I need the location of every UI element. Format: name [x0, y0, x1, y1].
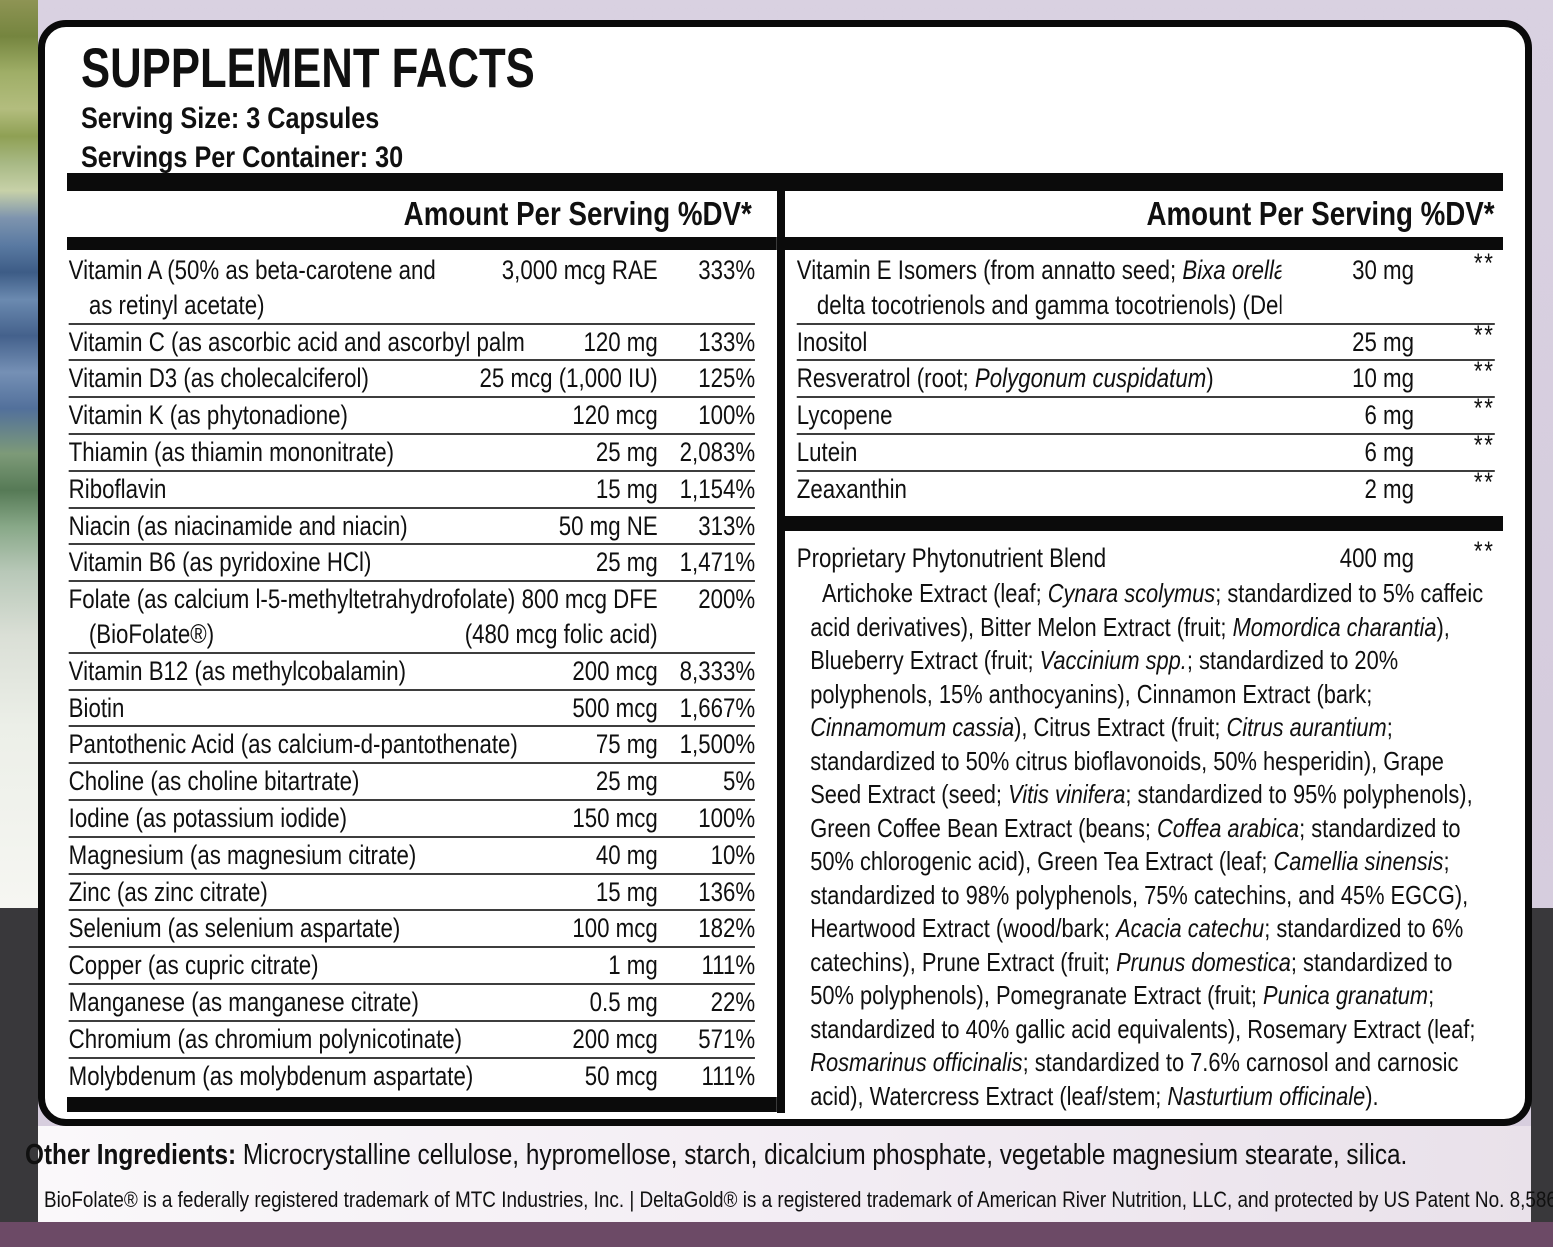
amount-per-serving-header-right: Amount Per Serving %DV* [1146, 195, 1495, 232]
right-nutrient-table: Vitamin E Isomers (from annatto seed; Bi… [785, 248, 1503, 507]
page-title: SUPPLEMENT FACTS [81, 36, 535, 99]
table-row: Vitamin D3 (as cholecalciferol) 25 mcg (1… [68, 361, 756, 399]
table-row: Vitamin C (as ascorbic acid and ascorbyl… [68, 325, 756, 362]
column-header-bar-right [785, 237, 1503, 250]
bottom-purple-bar [0, 1222, 1553, 1247]
serving-size: Serving Size: 3 Capsules [81, 102, 380, 135]
other-ingredients-line: Other Ingredients: Microcrystalline cell… [25, 1136, 1531, 1174]
table-row: Inositol 25 mg ** [796, 320, 1495, 362]
table-row: Selenium (as selenium aspartate) 100 mcg 1… [68, 911, 756, 949]
table-row: Zinc (as zinc citrate) 15 mg 136% [68, 875, 756, 912]
table-row: Copper (as cupric citrate) 1 mg 111% [68, 948, 756, 985]
blend-top-bar [785, 515, 1503, 531]
table-row: Choline (as choline bitartrate) 25 mg 5% [68, 764, 756, 801]
proprietary-blend-row: Proprietary Phytonutrient Blend 400 mg *… [785, 536, 1503, 576]
table-row: Thiamin (as thiamin mononitrate) 25 mg 2,0… [68, 435, 756, 472]
left-column-end-bar [67, 1097, 777, 1113]
table-row: Vitamin E Isomers (from annatto seed; Bi… [796, 248, 1495, 325]
blend-description: Artichoke Extract (leaf; Cynara scolymus… [810, 578, 1484, 1111]
table-row: Iodine (as potassium iodide) 150 mcg 100% [68, 801, 756, 838]
table-row: Vitamin B12 (as methylcobalamin) 200 mcg 8… [68, 654, 756, 691]
table-row: Riboflavin 15 mg 1,154% [68, 472, 756, 509]
table-row: Biotin 500 mcg 1,667% [68, 691, 756, 728]
table-row: Vitamin A (50% as beta-carotene and 3,000… [68, 253, 756, 325]
table-row: Chromium (as chromium polynicotinate) 200… [68, 1022, 756, 1059]
trademark-note: BioFolate® is a federally registered tra… [44, 1187, 1553, 1212]
header-divider-bar [67, 173, 1503, 191]
amount-per-serving-header-left: Amount Per Serving %DV* [403, 195, 752, 232]
table-row: Lycopene 6 mg ** [796, 393, 1495, 435]
table-row: Magnesium (as magnesium citrate) 40 mg 10% [68, 838, 756, 875]
other-ingredients-label: Other Ingredients: [25, 1139, 237, 1171]
table-row: Manganese (as manganese citrate) 0.5 mg 22… [68, 985, 756, 1022]
bottom-text-band [38, 1126, 1531, 1222]
supplement-facts-panel: SUPPLEMENT FACTS Serving Size: 3 Capsule… [38, 20, 1532, 1126]
background-dark-strip-left [0, 908, 38, 1222]
facts-columns: Amount Per Serving %DV* Vitamin A (50% a… [67, 191, 1503, 1113]
left-column: Amount Per Serving %DV* Vitamin A (50% a… [67, 191, 785, 1113]
table-row: Molybdenum (as molybdenum aspartate) 50 m… [68, 1060, 756, 1091]
table-row: Niacin (as niacinamide and niacin) 50 mg … [68, 509, 756, 546]
table-row: Folate (as calcium l-5-methyltetrahydrof… [68, 582, 756, 654]
background-nature-photo-strip [0, 0, 38, 908]
table-row: Lutein 6 mg ** [796, 430, 1495, 472]
other-ingredients-text: Microcrystalline cellulose, hypromellose… [236, 1139, 1408, 1171]
table-row: Zeaxanthin 2 mg ** [796, 466, 1495, 504]
blend-title: Proprietary Phytonutrient Blend [796, 542, 1107, 573]
blend-amount: 400 mg [1339, 542, 1414, 573]
right-column: Amount Per Serving %DV* Vitamin E Isomer… [785, 191, 1503, 1113]
table-row: Vitamin B6 (as pyridoxine HCl) 25 mg 1,471… [68, 545, 756, 583]
table-row: Vitamin K (as phytonadione) 120 mcg 100% [68, 398, 756, 435]
panel-header: SUPPLEMENT FACTS Serving Size: 3 Capsule… [81, 37, 1505, 177]
table-row: Pantothenic Acid (as calcium-d-pantothen… [68, 727, 756, 765]
column-header-bar-left [67, 237, 777, 250]
blend-dv: ** [1473, 535, 1495, 566]
table-row: Resveratrol (root; Polygonum cuspidatum)… [796, 356, 1495, 399]
background-dark-strip-right [1531, 908, 1553, 1222]
servings-per-container: Servings Per Container: 30 [81, 141, 404, 174]
left-nutrient-table: Vitamin A (50% as beta-carotene and 3,000… [67, 253, 777, 1093]
